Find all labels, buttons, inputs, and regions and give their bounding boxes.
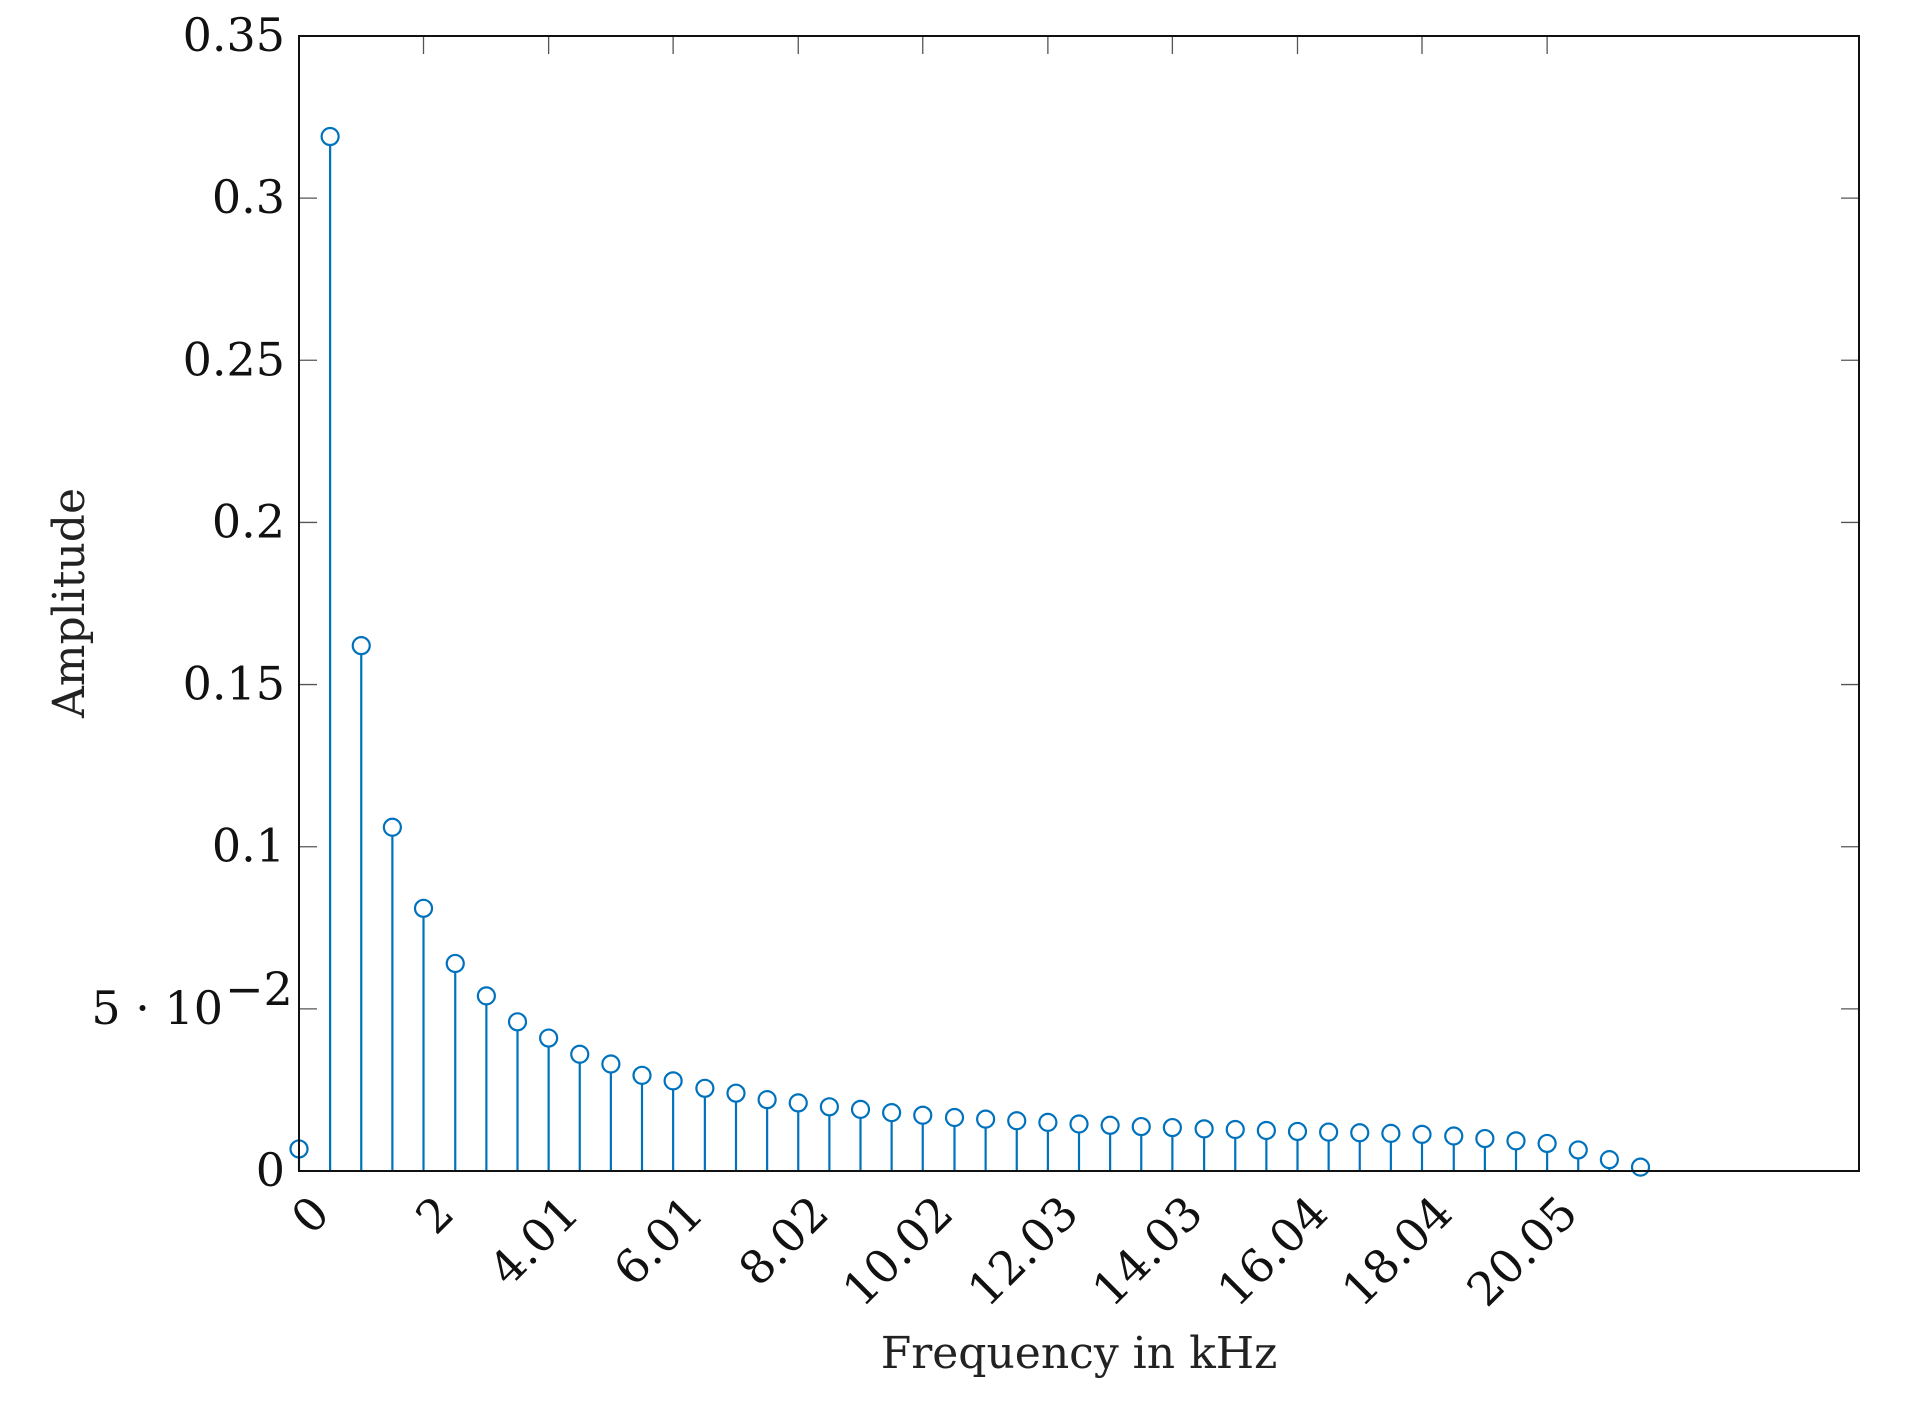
stem-marker [351,636,371,656]
stem-marker [632,1065,652,1085]
y-tick-labels: 0 5 · 10 −2 0.1 0.15 0.2 0.25 0.3 0.35 [91,8,292,1197]
y-tick-label: 0.2 [212,494,285,548]
x-tick-label: 14.03 [1082,1185,1213,1316]
y-tick-label-base: 5 · 10 [91,981,223,1035]
axis-ticks [298,35,1859,1172]
stem-marker [413,898,434,918]
stem-marker [913,1105,933,1125]
x-tick-label: 16.04 [1207,1185,1338,1316]
y-tick-label: 5 · 10 [91,981,223,1035]
stem-marker [1100,1115,1120,1135]
stem-marker [1444,1126,1464,1146]
stem-marker [1162,1117,1182,1138]
y-tick-label: 0.35 [183,8,285,62]
x-tick-label: 2 [405,1185,464,1244]
stem-marker [1630,1157,1651,1177]
x-tick-label: 0 [281,1185,340,1244]
y-tick-label: 0.3 [212,170,285,224]
x-tick-label: 6.01 [603,1185,714,1296]
stem-marker [757,1090,777,1110]
plot-frame [298,35,1860,1172]
data-series [289,126,1651,1177]
x-tick-label: 20.05 [1456,1185,1587,1316]
stem-marker [1319,1122,1339,1142]
y-tick-label: 0.25 [183,332,285,386]
x-tick-label: 4.01 [479,1185,590,1296]
stem-marker [507,1012,528,1032]
stem-marker [819,1097,839,1117]
x-tick-label: 12.03 [957,1185,1088,1316]
y-axis-title: Amplitude [44,488,95,719]
stem-marker [1475,1128,1495,1149]
stem-marker [1381,1123,1401,1143]
x-tick-label: 10.02 [832,1185,963,1316]
stem-marker [601,1054,621,1074]
x-tick-labels: 0 2 4.01 6.01 8.0210.0212.0314.0316.0418.042… [281,1185,1588,1316]
stem-marker [944,1107,965,1128]
stem-marker [476,986,496,1006]
stem-marker [1038,1112,1058,1132]
stem-marker [1194,1119,1214,1139]
x-tick-label: 8.02 [728,1185,839,1296]
stem-marker [1506,1131,1526,1151]
stem-marker [445,953,465,974]
stem-marker [1007,1111,1027,1131]
x-axis-title: Frequency in kHz [881,1328,1278,1379]
stem-marker [1225,1119,1245,1140]
stem-marker [663,1071,683,1091]
stem-marker [788,1093,808,1113]
y-tick-label: 0.1 [212,819,285,873]
x-tick-label: 18.04 [1331,1185,1462,1316]
stem-marker [1256,1120,1276,1141]
stem-marker [570,1044,590,1064]
stem-marker [976,1109,996,1129]
stem-marker [1287,1121,1308,1142]
stem-marker [1537,1133,1557,1154]
y-tick-label: 0 [256,1143,285,1197]
stem-marker [726,1083,746,1103]
stem-marker [539,1028,559,1048]
y-tick-label-exponent: −2 [225,962,293,1016]
stem-marker [1069,1114,1089,1134]
stem-marker [882,1103,902,1123]
stem-marker [1350,1123,1370,1143]
stem-marker [1599,1150,1619,1170]
stem-marker [695,1078,715,1098]
stem-marker [1568,1140,1588,1160]
y-tick-label: 0.15 [183,657,285,711]
stem-marker [1412,1124,1432,1144]
stem-marker [1131,1116,1151,1137]
stem-marker [382,817,402,837]
stem-marker [320,126,340,147]
stem-marker [850,1099,871,1119]
